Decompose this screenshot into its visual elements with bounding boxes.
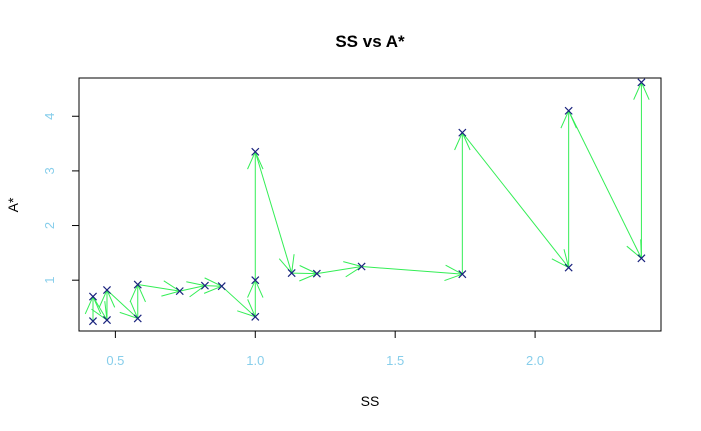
arrow	[560, 110, 577, 268]
data-point	[102, 316, 112, 325]
arrow	[316, 261, 362, 278]
arrow	[291, 265, 318, 282]
arrow	[179, 281, 206, 298]
data-point	[200, 281, 209, 290]
data-point	[251, 312, 260, 321]
y-tick-label: 3	[42, 167, 57, 174]
y-tick-label: 2	[42, 222, 57, 229]
data-point	[102, 285, 112, 295]
data-point	[251, 276, 260, 285]
data-point	[564, 263, 573, 272]
arrow	[221, 285, 256, 318]
data-point	[458, 128, 467, 137]
data-point	[251, 147, 260, 156]
data-point	[564, 106, 573, 115]
data-point	[217, 282, 226, 291]
arrow	[568, 110, 642, 259]
x-axis: 0.5 1.0 1.5 2.0	[106, 330, 544, 368]
y-axis-label: A*	[5, 197, 21, 212]
arrow	[247, 279, 264, 317]
arrow	[137, 280, 181, 297]
arrow	[361, 264, 463, 282]
data-point	[357, 262, 366, 271]
arrow	[106, 289, 139, 319]
arrow	[254, 151, 295, 274]
y-tick-label: 1	[42, 277, 57, 284]
arrow	[454, 132, 471, 275]
arrow	[633, 82, 650, 259]
data-point	[133, 280, 142, 289]
plot-frame	[78, 77, 662, 332]
data-point	[88, 292, 98, 301]
data-point	[133, 314, 142, 323]
arrow	[98, 289, 116, 321]
x-axis-label: SS	[361, 393, 380, 409]
points-layer	[88, 78, 646, 326]
arrow	[461, 132, 570, 269]
arrows-layer	[84, 82, 650, 322]
data-point	[458, 270, 467, 279]
data-point	[175, 287, 184, 296]
y-tick-label: 4	[42, 113, 57, 120]
data-point	[312, 269, 321, 278]
x-tick-label: 1.0	[246, 353, 264, 368]
y-axis: 1 2 3 4	[42, 113, 80, 284]
data-point	[287, 269, 296, 278]
data-point	[637, 254, 646, 263]
x-tick-label: 1.5	[386, 353, 404, 368]
arrow	[91, 296, 108, 321]
x-tick-label: 0.5	[106, 353, 124, 368]
arrow	[129, 284, 146, 319]
chart-title: SS vs A*	[335, 32, 405, 51]
arrow	[84, 296, 102, 322]
data-point	[637, 78, 646, 87]
x-tick-label: 2.0	[526, 353, 544, 368]
arrow	[203, 277, 222, 294]
data-point	[88, 317, 98, 326]
